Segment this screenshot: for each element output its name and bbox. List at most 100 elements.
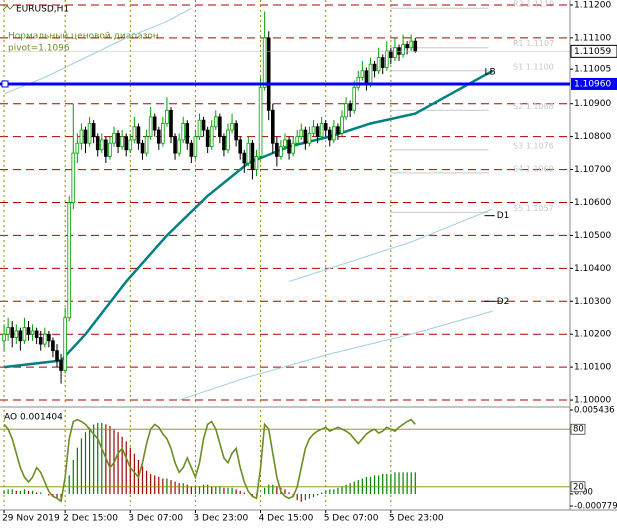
candle-body <box>189 142 194 157</box>
candle-body <box>218 116 222 138</box>
candle-body <box>6 327 10 335</box>
candle-body <box>185 123 190 144</box>
candle-body <box>352 86 357 111</box>
candle-body <box>364 70 369 85</box>
candle-body <box>315 126 320 138</box>
ao-tick-label: -0.000779 <box>574 502 617 512</box>
candle-body <box>409 40 414 49</box>
stoch-level-label: 80 <box>573 425 584 435</box>
candle-body <box>283 139 287 147</box>
candle-body <box>14 330 19 338</box>
y-tick-label: 1.10000 <box>574 396 611 406</box>
x-tick-label: 2 Dec 15:00 <box>63 514 118 524</box>
x-tick-label: 5 Dec 07:00 <box>324 514 379 524</box>
candle-body <box>51 340 55 352</box>
candle-body <box>30 330 35 335</box>
indicator-line <box>3 69 494 369</box>
candle-body <box>38 337 43 345</box>
candle-body <box>397 47 401 55</box>
candle-body <box>213 116 218 128</box>
current-price-label: 1.11059 <box>574 47 611 57</box>
candle-body <box>226 129 230 151</box>
candle-body <box>393 47 397 59</box>
candle-body <box>295 136 300 144</box>
indicator-param: pivot=1.1096 <box>8 44 70 54</box>
candle-body <box>242 152 247 164</box>
x-tick-label: 4 Dec 15:00 <box>259 514 314 524</box>
candle-body <box>246 142 251 164</box>
lb-price-label: 1.10960 <box>574 79 611 89</box>
x-tick-label: 3 Dec 07:00 <box>128 514 183 524</box>
current-price-box <box>570 44 617 58</box>
candle-body <box>197 119 202 138</box>
candle-body <box>307 132 312 144</box>
candle-body <box>10 327 15 338</box>
pivot-label: S1 1.1100 <box>513 62 554 71</box>
candle-body <box>380 57 385 68</box>
candle-body <box>112 132 116 144</box>
candle-body <box>120 136 124 147</box>
candle-body <box>34 330 39 338</box>
candle-body <box>42 333 47 345</box>
candle-body <box>161 123 165 144</box>
candle-body <box>2 333 6 342</box>
stoch-line <box>3 418 416 503</box>
pivot-label: R1 1.1107 <box>513 39 554 48</box>
candle-body <box>332 126 336 141</box>
candle-body <box>128 139 133 151</box>
candle-body <box>193 136 198 157</box>
oscillator-title: AO 0.001404 <box>4 413 63 423</box>
candle-body <box>140 142 145 154</box>
candle-body <box>348 103 352 111</box>
candle-body <box>26 327 31 335</box>
candle-body <box>299 129 304 138</box>
candle-body <box>152 116 157 131</box>
candle-body <box>291 142 295 154</box>
candle-body <box>327 129 332 141</box>
indicator-title: Нормальный ценовой диапазон <box>8 32 159 42</box>
candle-body <box>360 70 365 78</box>
pivot-label: R2 1.1119 <box>513 0 554 9</box>
annotation-label: D1 <box>497 211 510 221</box>
x-tick-label: 5 Dec 23:00 <box>389 514 444 524</box>
ao-tick-label: 0.005436 <box>574 406 615 416</box>
candle-body <box>181 123 186 141</box>
indicator-line <box>288 208 493 283</box>
candle-body <box>156 129 161 144</box>
candle-body <box>336 126 340 134</box>
candle-body <box>258 86 263 157</box>
y-tick-label: 1.10200 <box>574 330 611 340</box>
candle-body <box>384 50 389 68</box>
candle-body <box>205 129 210 147</box>
marker-label: 1.11005 <box>574 65 611 75</box>
candle-body <box>165 109 169 124</box>
candle-body <box>71 152 76 203</box>
candle-body <box>368 63 373 85</box>
candle-body <box>91 123 96 138</box>
indicator-line <box>3 7 192 95</box>
pivot-label: S3 1.1076 <box>513 141 554 150</box>
candle-body <box>132 126 137 141</box>
symbol: EURUSD,H1 <box>16 5 69 15</box>
candle-body <box>136 126 141 144</box>
candle-body <box>201 119 206 131</box>
pivot-label: S5 1.1057 <box>513 204 554 213</box>
candle-body <box>356 76 361 88</box>
candle-body <box>99 139 104 151</box>
stoch-level-box <box>570 481 586 493</box>
candle-body <box>275 142 279 157</box>
candle-body <box>405 44 409 49</box>
candle-body <box>177 139 181 154</box>
ao-tick-label: 0.00 <box>574 487 593 497</box>
candle-body <box>254 156 259 170</box>
x-tick-label: 29 Nov 2019 <box>2 514 60 524</box>
symbol-icon <box>2 4 15 11</box>
indicator-line <box>178 310 493 401</box>
y-tick-label: 1.10400 <box>574 264 611 274</box>
lb-price-box <box>571 77 617 90</box>
candle-body <box>116 132 120 147</box>
lb-handle <box>1 80 9 88</box>
candle-body <box>148 116 153 138</box>
